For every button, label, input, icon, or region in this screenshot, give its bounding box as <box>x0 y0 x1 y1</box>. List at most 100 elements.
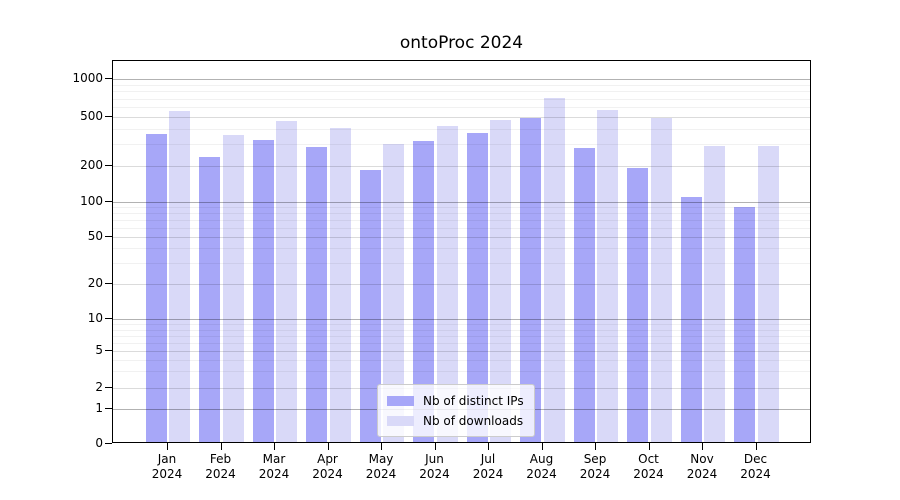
x-tick-label-dec: Dec 2024 <box>740 452 771 481</box>
bar-distinct-ips-jun <box>413 141 435 442</box>
x-tick-label-oct: Oct 2024 <box>633 452 664 481</box>
gridline-5 <box>113 351 810 352</box>
x-tick-mark-oct <box>648 443 650 450</box>
bar-downloads-may <box>383 144 405 442</box>
bar-distinct-ips-nov <box>680 197 702 442</box>
x-tick-mark-aug <box>541 443 543 450</box>
y-tick-label-200: 200 <box>80 158 103 172</box>
bar-downloads-jul <box>490 120 512 442</box>
y-tick-label-50: 50 <box>87 229 103 243</box>
gridline-20 <box>113 283 810 285</box>
gridline-minor-80 <box>113 213 810 215</box>
bar-distinct-ips-sep <box>573 147 595 442</box>
x-tick-label-jan: Jan 2024 <box>151 452 183 481</box>
y-tick-label-1: 1 <box>95 401 103 416</box>
y-tick-label-1000: 1000 <box>72 71 103 86</box>
x-tick-mark-jan <box>167 443 168 450</box>
legend-swatch-downloads <box>387 415 414 426</box>
plot-area: Nb of distinct IPs Nb of downloads <box>112 60 811 443</box>
bar-downloads-jun <box>436 125 458 442</box>
bar-distinct-ips-oct <box>627 168 649 442</box>
gridline-minor-6 <box>113 342 810 344</box>
bar-downloads-oct <box>650 118 672 442</box>
legend-item-downloads: Nb of downloads <box>387 411 524 430</box>
y-tick-label-10: 10 <box>87 311 103 326</box>
x-tick-mark-feb <box>220 443 222 450</box>
bar-downloads-sep <box>597 110 619 442</box>
y-tick-label-0: 0 <box>95 436 103 450</box>
y-tick-mark-2 <box>105 386 112 388</box>
gridline-minor-30 <box>113 263 810 265</box>
gridline-minor-3 <box>113 371 810 373</box>
y-tick-mark-1000 <box>105 78 112 80</box>
gridline-minor-70 <box>113 219 810 221</box>
x-tick-label-jun: Jun 2024 <box>419 452 450 481</box>
x-tick-label-may: May 2024 <box>365 452 397 481</box>
bar-distinct-ips-jan <box>145 134 167 442</box>
x-tick-label-sep: Sep 2024 <box>579 452 611 481</box>
x-tick-mark-nov <box>702 443 703 450</box>
x-tick-label-aug: Aug 2024 <box>526 452 557 481</box>
gridline-200 <box>113 166 810 167</box>
gridline-minor-700 <box>113 98 810 100</box>
bar-downloads-mar <box>276 120 298 442</box>
gridline-minor-40 <box>113 248 810 250</box>
y-tick-mark-10 <box>105 318 112 320</box>
x-tick-label-jul: Jul 2024 <box>472 452 504 481</box>
gridline-minor-9 <box>113 324 810 326</box>
bar-distinct-ips-apr <box>306 146 328 442</box>
bar-downloads-aug <box>543 98 565 442</box>
gridline-minor-7 <box>113 335 810 337</box>
bar-distinct-ips-may <box>359 170 381 442</box>
gridline-minor-900 <box>113 85 810 87</box>
bar-downloads-dec <box>757 146 779 442</box>
x-tick-mark-jul <box>488 443 489 450</box>
y-tick-mark-0 <box>105 443 112 444</box>
bar-downloads-jan <box>169 111 191 442</box>
y-tick-mark-50 <box>105 236 112 237</box>
legend-swatch-distinct-ips <box>387 395 414 406</box>
gridline-minor-300 <box>113 144 810 146</box>
gridline-minor-8 <box>113 329 810 331</box>
bar-distinct-ips-aug <box>520 118 542 442</box>
chart-title: ontoProc 2024 <box>399 33 524 53</box>
gridline-minor-4 <box>113 359 810 361</box>
x-tick-mark-may <box>381 443 382 450</box>
x-tick-label-apr: Apr 2024 <box>312 452 343 481</box>
gridline-500 <box>113 117 810 118</box>
x-tick-label-nov: Nov 2024 <box>686 452 718 481</box>
gridline-50 <box>113 237 810 238</box>
bar-distinct-ips-feb <box>199 156 221 442</box>
bar-distinct-ips-dec <box>734 207 756 442</box>
bar-downloads-nov <box>704 146 726 442</box>
x-tick-mark-jun <box>434 443 436 450</box>
gridline-minor-400 <box>113 128 810 130</box>
x-tick-mark-sep <box>595 443 596 450</box>
bar-downloads-apr <box>329 128 351 442</box>
y-tick-mark-20 <box>105 282 112 284</box>
gridline-minor-800 <box>113 91 810 93</box>
gridline-1000 <box>113 79 810 81</box>
gridline-100 <box>113 201 810 203</box>
y-tick-mark-1 <box>105 408 112 410</box>
y-tick-mark-100 <box>105 200 112 202</box>
gridline-minor-60 <box>113 227 810 229</box>
legend: Nb of distinct IPs Nb of downloads <box>377 384 535 437</box>
y-tick-label-100: 100 <box>80 193 103 208</box>
x-tick-mark-apr <box>327 443 329 450</box>
y-tick-label-500: 500 <box>80 109 103 123</box>
y-tick-mark-500 <box>105 116 112 117</box>
legend-item-distinct-ips: Nb of distinct IPs <box>387 391 524 410</box>
bar-distinct-ips-jul <box>466 133 488 442</box>
legend-label-distinct-ips: Nb of distinct IPs <box>423 393 524 408</box>
gridline-minor-90 <box>113 207 810 209</box>
y-tick-mark-200 <box>105 165 112 166</box>
legend-label-downloads: Nb of downloads <box>423 413 524 428</box>
x-tick-label-mar: Mar 2024 <box>258 452 290 481</box>
bar-downloads-feb <box>222 134 244 442</box>
y-tick-mark-5 <box>105 350 112 351</box>
y-tick-label-5: 5 <box>95 343 103 357</box>
gridline-10 <box>113 319 810 321</box>
y-tick-label-2: 2 <box>95 379 103 394</box>
